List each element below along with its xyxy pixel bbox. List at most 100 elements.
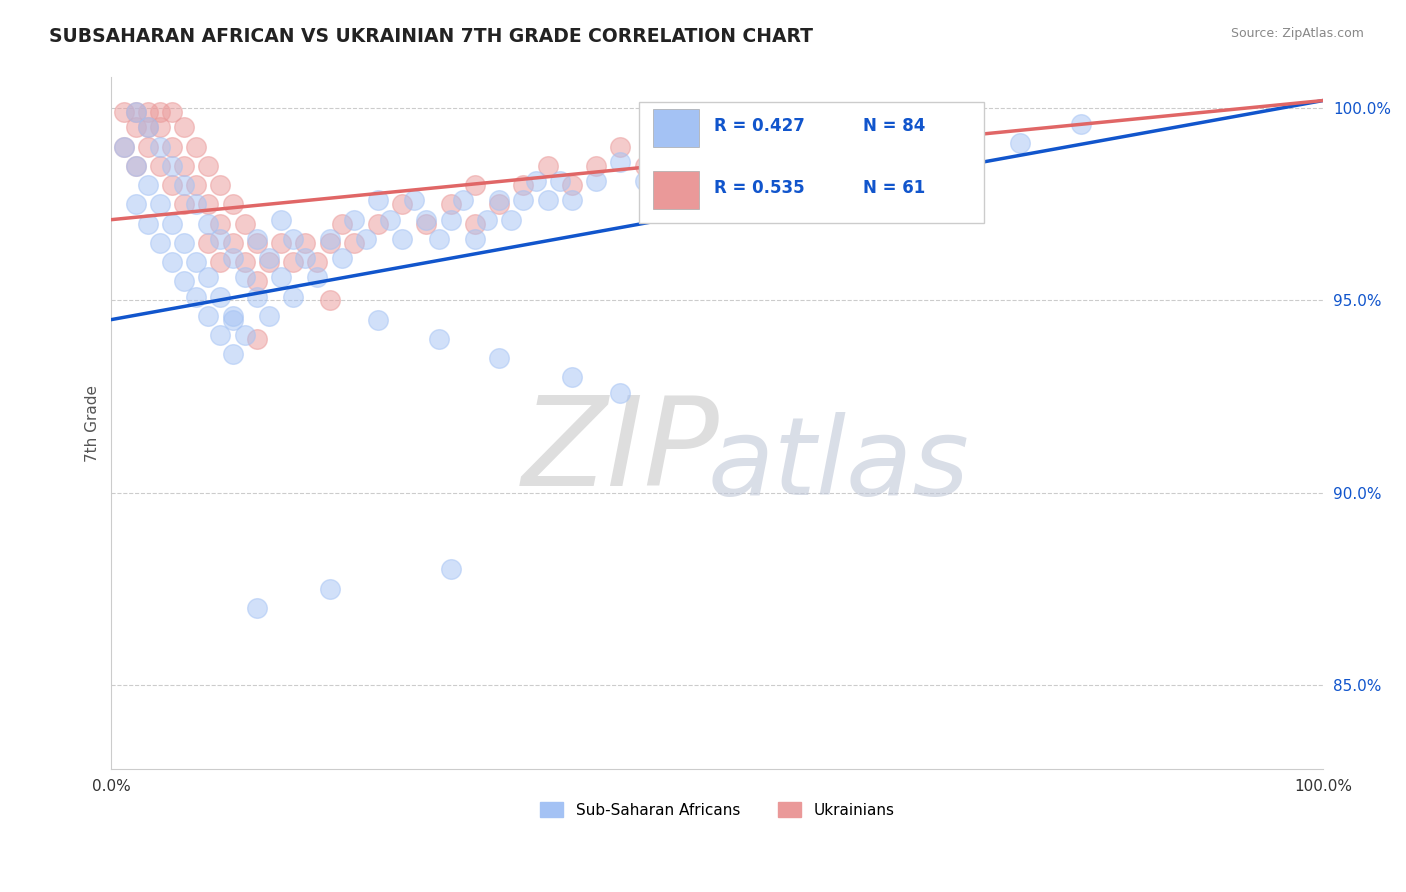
Point bbox=[706, 155, 728, 169]
Point bbox=[257, 309, 280, 323]
Point bbox=[404, 194, 426, 208]
Point bbox=[124, 120, 146, 135]
Point bbox=[136, 178, 159, 192]
Point bbox=[173, 235, 195, 250]
Point bbox=[197, 159, 219, 173]
Point bbox=[464, 217, 486, 231]
Point bbox=[427, 332, 450, 346]
Point bbox=[197, 270, 219, 285]
Point bbox=[209, 255, 232, 269]
Point bbox=[343, 235, 366, 250]
Point bbox=[160, 139, 183, 153]
Point bbox=[367, 312, 389, 326]
Point bbox=[197, 197, 219, 211]
Point bbox=[112, 139, 135, 153]
Point bbox=[1010, 136, 1032, 150]
Text: Source: ZipAtlas.com: Source: ZipAtlas.com bbox=[1230, 27, 1364, 40]
Point bbox=[160, 159, 183, 173]
Point bbox=[173, 197, 195, 211]
Point bbox=[318, 293, 340, 308]
Point bbox=[548, 174, 571, 188]
Point bbox=[464, 232, 486, 246]
Point bbox=[197, 309, 219, 323]
Point bbox=[246, 600, 269, 615]
Point bbox=[186, 289, 208, 303]
Point bbox=[585, 159, 607, 173]
Text: R = 0.427: R = 0.427 bbox=[714, 117, 804, 135]
Point bbox=[609, 139, 631, 153]
Point bbox=[585, 174, 607, 188]
Point bbox=[136, 105, 159, 120]
Point bbox=[307, 255, 329, 269]
Point bbox=[136, 120, 159, 135]
Point bbox=[318, 235, 340, 250]
Bar bbox=[654, 109, 699, 146]
Point bbox=[706, 139, 728, 153]
Text: N = 84: N = 84 bbox=[863, 117, 925, 135]
Point bbox=[779, 136, 801, 150]
Point bbox=[149, 105, 172, 120]
Point bbox=[730, 136, 752, 150]
Point bbox=[270, 212, 292, 227]
Point bbox=[112, 139, 135, 153]
Point bbox=[186, 178, 208, 192]
Point bbox=[440, 212, 463, 227]
Point bbox=[149, 159, 172, 173]
Point bbox=[524, 174, 547, 188]
Point bbox=[136, 120, 159, 135]
Point bbox=[415, 217, 437, 231]
Y-axis label: 7th Grade: 7th Grade bbox=[86, 384, 100, 462]
Point bbox=[887, 136, 910, 150]
Point bbox=[827, 155, 849, 169]
Point bbox=[221, 251, 243, 265]
Point bbox=[440, 197, 463, 211]
Point bbox=[415, 212, 437, 227]
Point bbox=[173, 274, 195, 288]
Point bbox=[124, 197, 146, 211]
Point bbox=[209, 289, 232, 303]
Point bbox=[633, 159, 655, 173]
Point bbox=[378, 212, 401, 227]
Point bbox=[283, 255, 305, 269]
Bar bbox=[654, 171, 699, 209]
Point bbox=[391, 232, 413, 246]
Point bbox=[233, 270, 256, 285]
Point bbox=[124, 105, 146, 120]
Point bbox=[488, 351, 510, 365]
Point bbox=[246, 289, 269, 303]
Point bbox=[318, 582, 340, 596]
Point bbox=[257, 251, 280, 265]
Point bbox=[136, 217, 159, 231]
Point bbox=[658, 139, 681, 153]
Point bbox=[233, 328, 256, 343]
Point bbox=[257, 255, 280, 269]
Point bbox=[149, 235, 172, 250]
Point bbox=[221, 312, 243, 326]
Point bbox=[609, 155, 631, 169]
Point bbox=[427, 232, 450, 246]
Point bbox=[160, 105, 183, 120]
Point bbox=[294, 251, 316, 265]
Point bbox=[160, 217, 183, 231]
Point bbox=[197, 217, 219, 231]
Point bbox=[1070, 117, 1092, 131]
FancyBboxPatch shape bbox=[638, 102, 984, 223]
Point bbox=[221, 309, 243, 323]
Point bbox=[391, 197, 413, 211]
Point bbox=[186, 255, 208, 269]
Point bbox=[367, 217, 389, 231]
Point bbox=[186, 197, 208, 211]
Point bbox=[343, 212, 366, 227]
Point bbox=[112, 105, 135, 120]
Point bbox=[160, 178, 183, 192]
Point bbox=[367, 194, 389, 208]
Point bbox=[283, 289, 305, 303]
Point bbox=[283, 232, 305, 246]
Point bbox=[209, 217, 232, 231]
Point bbox=[221, 347, 243, 361]
Point bbox=[440, 562, 463, 576]
Point bbox=[149, 120, 172, 135]
Point bbox=[682, 174, 704, 188]
Legend: Sub-Saharan Africans, Ukrainians: Sub-Saharan Africans, Ukrainians bbox=[534, 796, 900, 824]
Point bbox=[221, 197, 243, 211]
